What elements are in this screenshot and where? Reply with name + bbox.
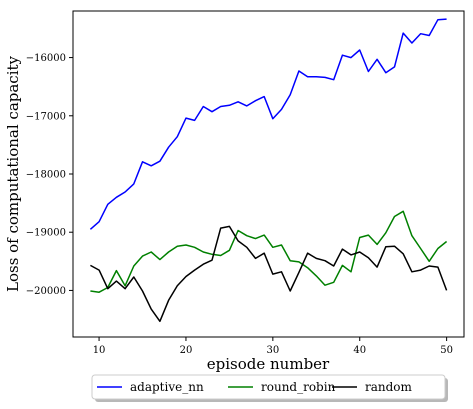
y-axis-label: Loss of computational capacity <box>4 55 22 292</box>
legend-label-adaptive-nn: adaptive_nn <box>130 380 204 394</box>
axis-ticks: 10 20 30 40 50 −20000 −19000 −18000 −17000 −16000 <box>26 53 453 356</box>
legend: adaptive_nn round_robin random <box>91 374 448 402</box>
legend-label-round-robin: round_robin <box>261 380 336 394</box>
x-tick-label: 50 <box>440 345 453 356</box>
y-tick-label: −16000 <box>26 53 66 64</box>
plot-frame <box>72 10 465 338</box>
legend-box <box>91 374 446 400</box>
y-tick-label: −18000 <box>26 170 66 181</box>
y-tick-label: −17000 <box>26 111 66 122</box>
y-tick-label: −19000 <box>26 228 66 239</box>
x-axis-label: episode number <box>207 355 330 373</box>
x-tick-label: 30 <box>266 345 279 356</box>
series-line-round-robin <box>90 210 448 293</box>
x-tick-label: 20 <box>180 345 193 356</box>
x-tick-label: 40 <box>353 345 366 356</box>
plot-area <box>89 18 448 323</box>
series-line-random <box>90 225 448 323</box>
y-tick-label: −20000 <box>26 286 66 297</box>
x-tick-label: 10 <box>93 345 106 356</box>
series-line-adaptive-nn <box>89 18 447 230</box>
legend-label-random: random <box>365 380 413 394</box>
